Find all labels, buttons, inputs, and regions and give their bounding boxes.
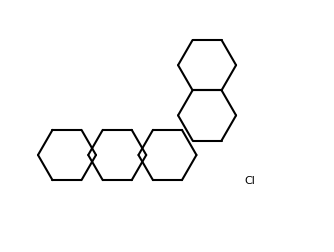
Text: Cl: Cl bbox=[244, 176, 256, 186]
